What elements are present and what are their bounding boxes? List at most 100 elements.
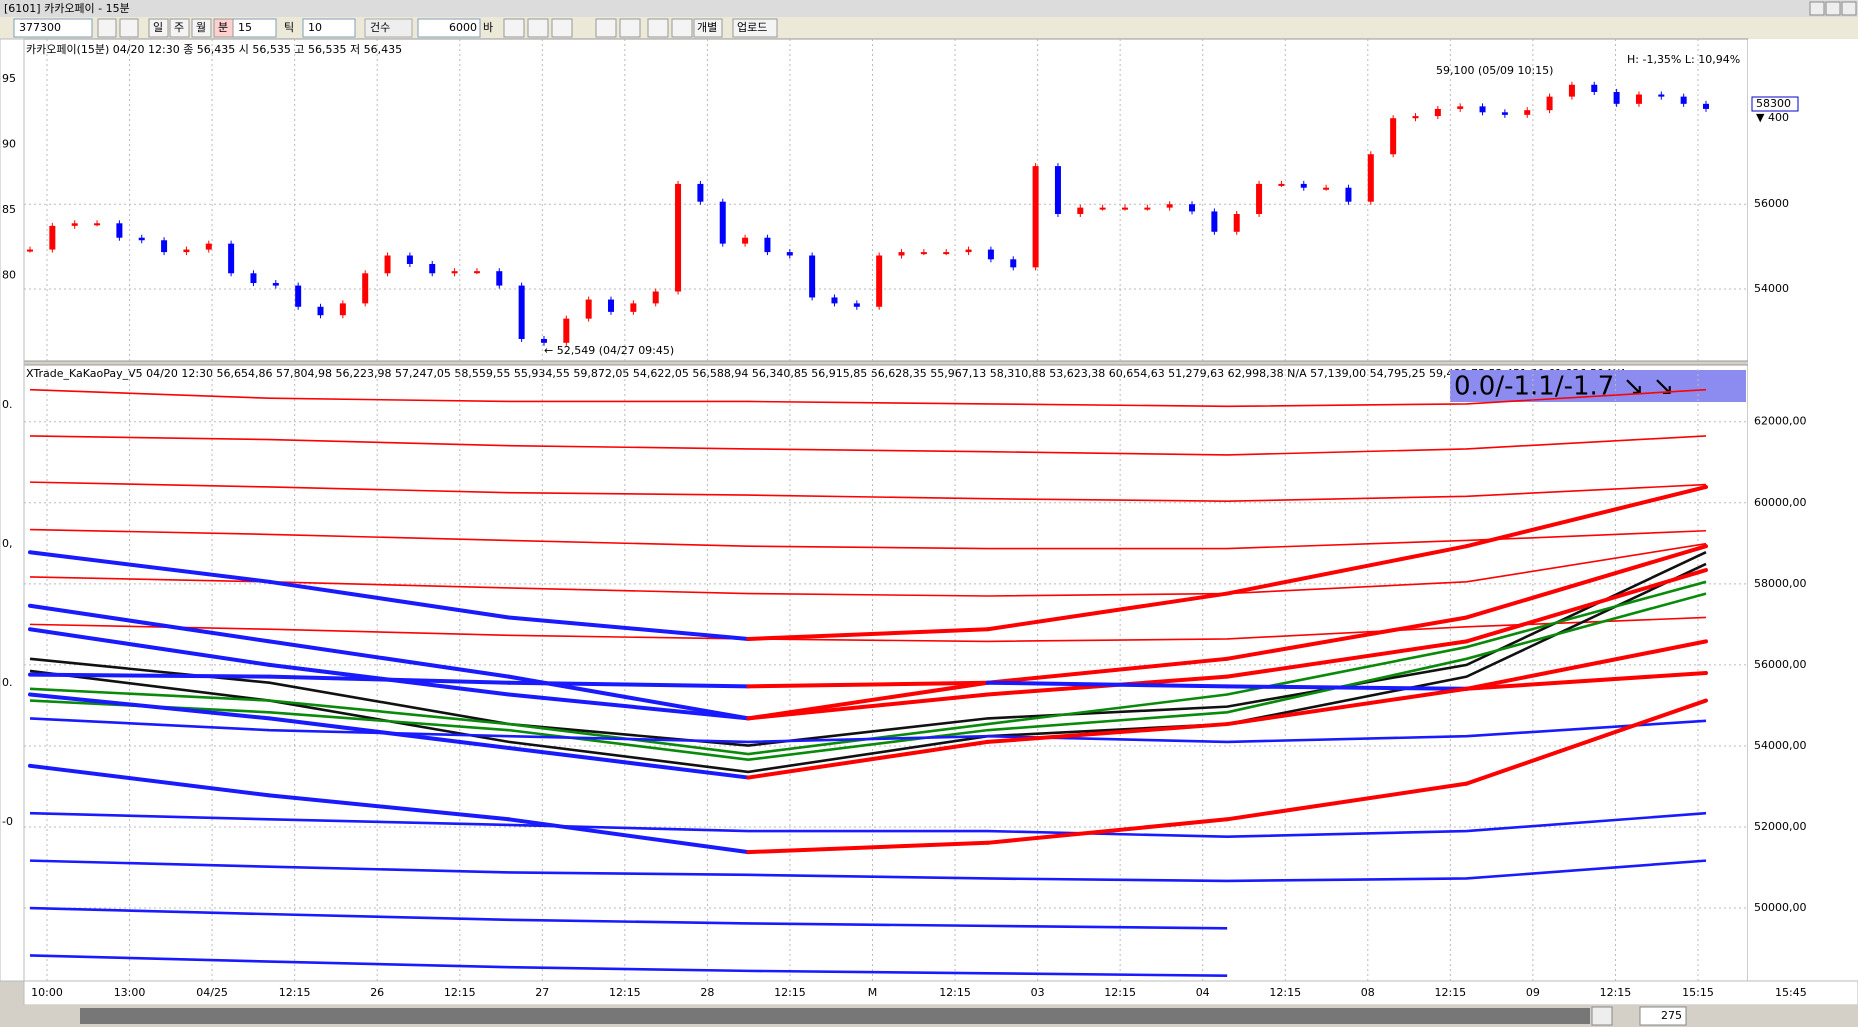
period-button[interactable] — [169, 18, 190, 38]
candle — [1412, 116, 1419, 119]
price-panel — [23, 38, 1749, 362]
close-button[interactable] — [1841, 1, 1857, 16]
candle — [1390, 118, 1397, 155]
tool-button[interactable] — [647, 18, 669, 38]
band-segment — [28, 692, 272, 721]
y-tick-label: 54000,00 — [1754, 739, 1807, 752]
indicator-line — [29, 906, 1228, 930]
price-info: 카카오페이(15분) 04/20 12:30 종 56,435 시 56,535… — [26, 43, 402, 56]
candle — [161, 240, 168, 253]
band-segment — [746, 627, 990, 641]
left-axis-label: 0. — [2, 398, 13, 411]
candle — [876, 255, 883, 307]
candle — [786, 252, 793, 256]
upload-button[interactable] — [732, 18, 778, 38]
zoom-input[interactable] — [1639, 1006, 1687, 1026]
left-axis-label: 0. — [2, 676, 13, 689]
left-axis-label: 85 — [2, 203, 16, 216]
candle — [1323, 187, 1330, 190]
candle — [898, 252, 905, 256]
band-segment — [1464, 544, 1708, 620]
low-annotation: ← 52,549 (04/27 09:45) — [544, 344, 674, 357]
candle — [1591, 84, 1598, 92]
indicator-line — [29, 616, 1707, 643]
indicator-info: XTrade_KaKaoPay_V5 04/20 12:30 56,654,86… — [26, 367, 1627, 380]
right-axis — [1748, 39, 1858, 981]
band-segment — [28, 603, 272, 644]
tool-button[interactable] — [595, 18, 617, 38]
candle — [742, 237, 749, 244]
code-input[interactable] — [13, 18, 93, 38]
candle — [563, 318, 570, 343]
indicator-line — [29, 388, 1707, 408]
minimize-button[interactable] — [1809, 1, 1825, 16]
time-label: 12:15 — [1104, 986, 1136, 999]
band-segment — [1464, 698, 1708, 786]
band-segment — [267, 579, 511, 620]
candle — [183, 249, 190, 253]
band-segment — [1225, 544, 1469, 596]
candle — [1010, 259, 1017, 268]
candle — [675, 183, 682, 292]
band-segment — [1225, 639, 1469, 679]
band-segment — [1225, 686, 1469, 727]
band-segment — [985, 722, 1230, 744]
tick-select[interactable] — [302, 18, 356, 38]
band-segment — [267, 674, 511, 685]
tick-text: 10 — [308, 21, 322, 34]
period-text: 월 — [196, 21, 206, 34]
search-button[interactable] — [97, 18, 117, 38]
maximize-button[interactable] — [1825, 1, 1841, 16]
tool-button[interactable] — [551, 18, 573, 38]
price-box-text: 58300 — [1756, 97, 1791, 110]
code-text: 377300 — [19, 21, 61, 34]
scroll-right[interactable] — [1591, 1006, 1613, 1026]
search-button[interactable] — [119, 18, 139, 38]
candle — [853, 303, 860, 307]
candle — [1300, 183, 1307, 188]
candle — [1524, 110, 1531, 115]
candle — [1233, 213, 1240, 232]
tool-button[interactable] — [619, 18, 641, 38]
minute-text: 15 — [238, 21, 252, 34]
tool-button[interactable] — [671, 18, 693, 38]
candle — [429, 263, 436, 274]
candle — [1345, 187, 1352, 202]
bar-label: 바 — [483, 21, 493, 34]
count-input[interactable] — [417, 18, 481, 38]
period-button[interactable] — [148, 18, 169, 38]
period-button[interactable] — [191, 18, 212, 38]
candle — [1635, 94, 1642, 104]
count-select[interactable] — [364, 18, 413, 38]
band-segment — [28, 763, 272, 798]
time-label: 12:15 — [939, 986, 971, 999]
period-button[interactable] — [213, 18, 234, 38]
candle — [608, 299, 615, 312]
band-segment — [28, 550, 272, 584]
band-segment — [985, 656, 1230, 685]
candle — [295, 285, 302, 307]
time-label: 04/25 — [196, 986, 228, 999]
individual-button[interactable] — [693, 18, 723, 38]
candle — [1189, 204, 1196, 212]
individual-text: 개별 — [697, 21, 717, 34]
left-axis-label: 95 — [2, 72, 16, 85]
time-label: 09 — [1526, 986, 1540, 999]
candle — [1703, 103, 1709, 109]
candle — [1278, 183, 1285, 186]
candle — [406, 255, 413, 264]
y-tick-label: 60000,00 — [1754, 496, 1807, 509]
tool-button[interactable] — [527, 18, 549, 38]
band-segment — [985, 591, 1230, 632]
candle — [1256, 183, 1263, 214]
band-segment — [506, 680, 751, 689]
y-tick-label: 50000,00 — [1754, 901, 1807, 914]
period-text: 일 — [153, 20, 163, 34]
candle — [540, 338, 547, 343]
tool-button[interactable] — [503, 18, 525, 38]
candle — [94, 223, 101, 226]
candle — [451, 271, 458, 274]
time-label: 28 — [700, 986, 714, 999]
range-annotation: H: -1,35% L: 10,94% — [1627, 53, 1740, 66]
time-label: M — [868, 986, 878, 999]
